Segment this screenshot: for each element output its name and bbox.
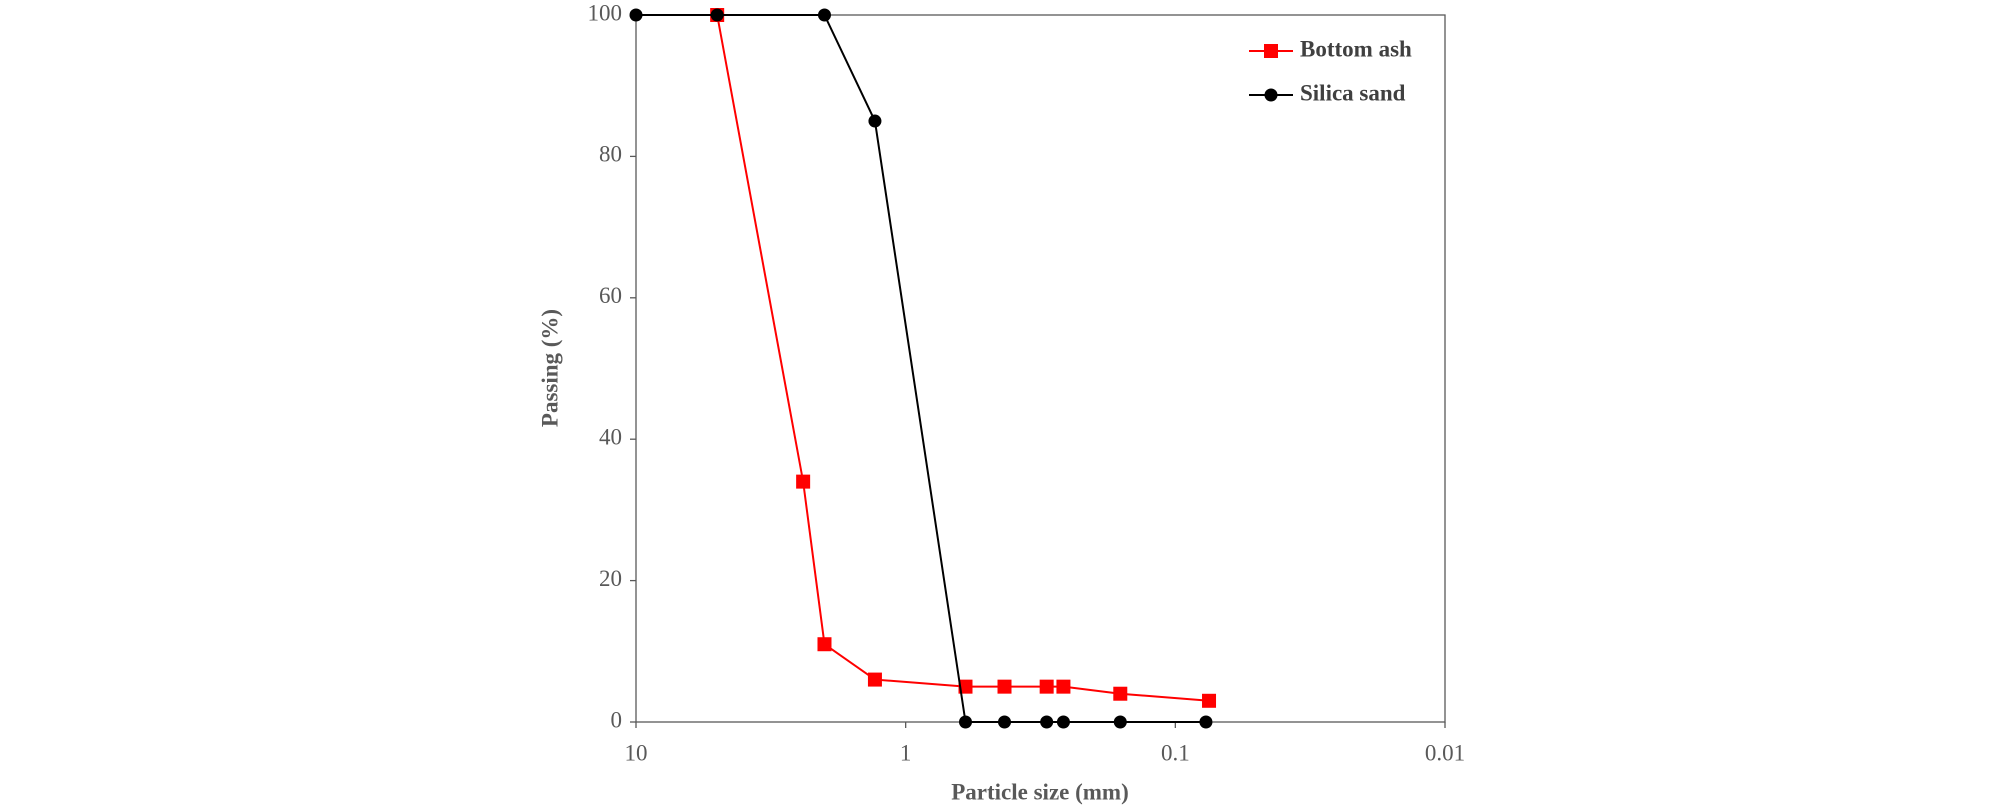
legend-label: Silica sand [1300,80,1406,105]
data-point [1202,693,1217,708]
y-tick-label: 100 [588,0,623,25]
y-tick-label: 0 [611,707,623,732]
legend-marker [1264,44,1278,58]
series-line [716,14,1210,702]
legend-marker [1264,88,1278,102]
data-point [796,474,811,489]
y-tick-label: 60 [599,283,622,308]
y-tick-label: 80 [599,142,622,167]
data-point [868,114,882,128]
data-point [1056,679,1071,694]
x-tick-label: 0.01 [1425,740,1465,765]
y-tick-label: 40 [599,424,622,449]
data-point [1056,715,1070,729]
x-tick-label: 0.1 [1161,740,1190,765]
data-point [1199,715,1213,729]
data-point [867,672,882,687]
data-point [817,8,831,22]
y-tick-label: 20 [599,566,622,591]
data-point [629,8,643,22]
data-point [958,715,972,729]
y-axis-title: Passing (%) [537,309,562,427]
data-point [997,679,1012,694]
data-point [817,637,832,652]
data-point [1113,715,1127,729]
series-line [636,14,1206,723]
data-point [958,679,973,694]
data-point [1113,686,1128,701]
data-point [1040,715,1054,729]
x-axis-title: Particle size (mm) [951,779,1129,804]
plot-frame [635,14,1446,723]
x-tick-label: 10 [625,740,648,765]
data-point [710,8,724,22]
x-tick-label: 1 [900,740,912,765]
legend-label: Bottom ash [1300,36,1412,61]
data-point [1039,679,1054,694]
data-point [998,715,1012,729]
